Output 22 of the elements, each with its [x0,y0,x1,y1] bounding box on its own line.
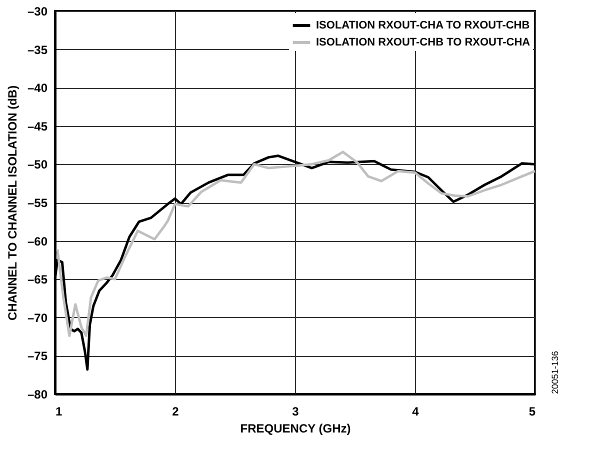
x-tick-label: 4 [412,404,420,418]
y-tick-label: –80 [27,388,48,402]
y-tick-label: –35 [27,42,48,57]
y-tick-label: –30 [27,4,48,18]
text: 20051-136 [550,350,560,394]
x-tick-label: 5 [528,404,536,418]
y-tick-label: –70 [27,310,48,325]
legend-label: ISOLATION RXOUT-CHB TO RXOUT-CHA [316,36,530,48]
y-axis-title: CHANNEL TO CHANNEL ISOLATION (dB) [5,85,20,321]
y-tick-label: –40 [27,81,48,96]
x-axis-title: FREQUENCY (GHz) [240,422,351,436]
y-tick-label: –55 [27,196,48,210]
x-tick-label: 1 [56,404,62,418]
y-tick-label: –75 [27,349,48,364]
legend-label: ISOLATION RXOUT-CHA TO RXOUT-CHB [316,20,530,32]
x-tick-label: 3 [292,404,300,418]
x-tick-label: 2 [172,404,180,418]
y-tick-label: –60 [27,234,48,248]
y-tick-label: –45 [27,119,48,134]
y-tick-label: –50 [27,158,48,172]
line-series [56,150,536,338]
y-tick-label: –65 [27,272,48,287]
